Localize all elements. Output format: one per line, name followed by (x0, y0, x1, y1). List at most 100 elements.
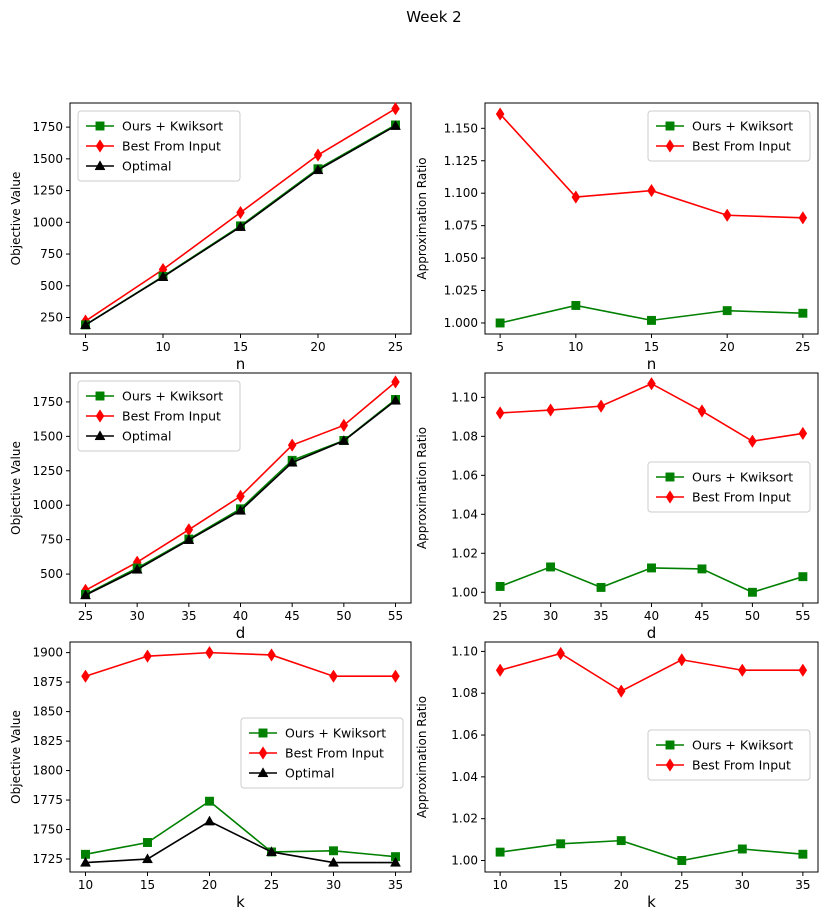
data-point (748, 434, 757, 448)
y-tick-label: 1000 (32, 215, 63, 229)
y-tick-label: 1500 (32, 429, 63, 443)
data-point (390, 120, 401, 130)
data-point (571, 300, 581, 310)
legend-entry: Ours + Kwiksort (122, 119, 223, 134)
legend-box (647, 110, 811, 162)
legend-box (77, 380, 241, 452)
x-tick-label: 55 (795, 609, 810, 623)
y-tick-label: 1775 (32, 793, 63, 807)
series-best-from-input (495, 377, 808, 448)
legend: Ours + Kwiksort Best From Input Optimal (240, 717, 404, 789)
legend-box (647, 729, 811, 781)
data-point (313, 148, 323, 162)
y-tick-label: 1.10 (451, 390, 478, 404)
x-tick-label: 5 (496, 340, 504, 354)
y-tick-label: 1.000 (444, 316, 478, 330)
y-tick-label: 1.125 (444, 154, 478, 168)
data-point (391, 375, 400, 389)
data-point (495, 663, 505, 677)
data-point (287, 438, 297, 452)
y-tick-label: 1.050 (444, 251, 478, 265)
series-best-from-input (81, 645, 400, 683)
data-point (495, 847, 505, 857)
data-point (798, 308, 808, 318)
x-tick-label: 45 (694, 609, 709, 623)
y-tick-label: 1.150 (444, 121, 478, 135)
legend-entry: Ours + Kwiksort (122, 389, 223, 404)
x-tick-label: 25 (388, 340, 403, 354)
x-tick-label: 25 (264, 878, 279, 892)
data-point (798, 572, 808, 582)
x-tick-label: 15 (553, 878, 568, 892)
legend-entry: Best From Input (692, 490, 791, 505)
data-point (677, 653, 687, 667)
x-axis-label: k (236, 893, 245, 911)
data-point (677, 856, 687, 865)
data-point (697, 564, 707, 574)
data-point (266, 846, 277, 856)
data-point (142, 853, 153, 864)
x-tick-label: 20 (310, 340, 325, 354)
x-tick-label: 25 (78, 609, 93, 623)
legend: Ours + Kwiksort Best From Input (647, 110, 811, 162)
data-point (286, 456, 298, 467)
data-point (81, 669, 90, 683)
data-point (236, 205, 245, 220)
x-tick-label: 15 (233, 340, 248, 354)
data-point (338, 435, 350, 445)
series-line (85, 651, 396, 678)
legend-box (647, 461, 811, 513)
data-point (205, 645, 214, 660)
x-axis-label: n (647, 355, 657, 373)
series-optimal (80, 120, 401, 330)
y-tick-label: 1850 (32, 705, 63, 719)
data-point (390, 856, 401, 867)
legend-entry: Optimal (285, 766, 334, 781)
chart-panel-2: 5 10 15 20 25 1.000 1.025 1.050 1.075 1.100 1.125 1… (415, 102, 819, 373)
data-point (143, 838, 152, 847)
x-tick-label: 30 (326, 878, 341, 892)
series-line (85, 820, 396, 864)
chart-panel-6: 10 15 20 25 30 35 1.00 1.02 1.04 1.06 1.08 1.10 k App… (415, 641, 819, 911)
data-point (697, 404, 707, 418)
legend-swatch-marker (665, 490, 675, 504)
y-tick-label: 1825 (32, 734, 63, 748)
series-ours-kwiksort (495, 300, 808, 328)
data-point (798, 663, 808, 677)
data-point (184, 523, 194, 537)
x-axis-label: d (236, 624, 246, 642)
legend-entry: Ours + Kwiksort (692, 738, 793, 753)
series-ours-kwiksort (495, 562, 808, 597)
figure-title: Week 2 (406, 8, 461, 26)
x-axis-label: d (647, 624, 657, 642)
chart-panel-1: 5 10 15 20 25 250 500 750 1000 1250 1500 1750 n Objec… (9, 102, 412, 373)
data-point (556, 839, 566, 849)
data-point (131, 563, 143, 574)
data-point (798, 849, 808, 859)
legend-entry: Best From Input (692, 139, 791, 154)
legend-swatch-marker (94, 160, 106, 171)
data-point (798, 426, 808, 441)
x-tick-label: 30 (130, 609, 145, 623)
y-axis-label: Objective Value (9, 172, 23, 266)
legend-swatch-marker (95, 409, 105, 423)
legend-swatch-marker (665, 121, 675, 131)
legend: Ours + Kwiksort Best From Input (647, 461, 811, 513)
x-tick-label: 35 (388, 878, 403, 892)
series-ours-kwiksort (495, 836, 808, 865)
data-point (495, 318, 505, 328)
x-axis-label: k (647, 893, 656, 911)
data-point (747, 587, 757, 597)
legend-entry: Optimal (122, 429, 171, 444)
data-point (267, 648, 276, 662)
legend-swatch-marker (258, 728, 268, 738)
data-point (157, 271, 169, 281)
x-axis-label: n (236, 355, 246, 373)
data-point (647, 315, 656, 325)
y-tick-label: 1725 (32, 852, 63, 866)
legend-swatch-marker (665, 472, 675, 482)
x-tick-label: 25 (674, 878, 689, 892)
legend-entry: Best From Input (122, 139, 221, 154)
data-point (546, 562, 556, 572)
